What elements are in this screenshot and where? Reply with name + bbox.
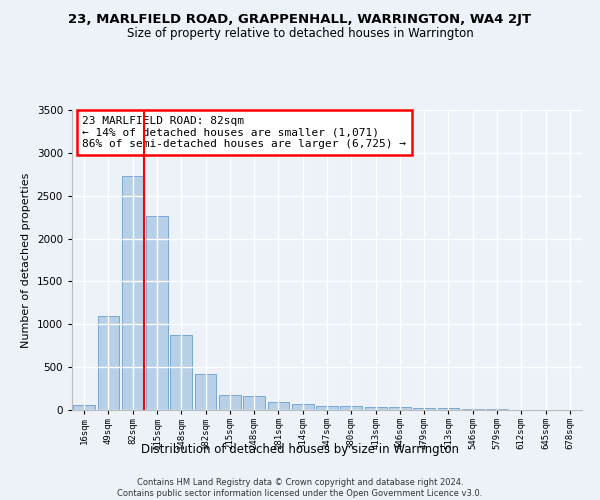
Text: Distribution of detached houses by size in Warrington: Distribution of detached houses by size …	[141, 442, 459, 456]
Bar	[73, 406, 95, 410]
Bar	[462, 409, 484, 410]
Bar	[170, 336, 192, 410]
Bar	[365, 407, 386, 410]
Text: 23 MARLFIELD ROAD: 82sqm
← 14% of detached houses are smaller (1,071)
86% of sem: 23 MARLFIELD ROAD: 82sqm ← 14% of detach…	[82, 116, 406, 149]
Bar	[292, 404, 314, 410]
Text: Size of property relative to detached houses in Warrington: Size of property relative to detached ho…	[127, 28, 473, 40]
Bar	[340, 406, 362, 410]
Bar	[389, 408, 411, 410]
Bar	[194, 374, 217, 410]
Bar	[219, 395, 241, 410]
Bar	[413, 408, 435, 410]
Bar	[437, 408, 460, 410]
Text: 23, MARLFIELD ROAD, GRAPPENHALL, WARRINGTON, WA4 2JT: 23, MARLFIELD ROAD, GRAPPENHALL, WARRING…	[68, 12, 532, 26]
Bar	[97, 316, 119, 410]
Y-axis label: Number of detached properties: Number of detached properties	[21, 172, 31, 348]
Bar	[268, 402, 289, 410]
Bar	[316, 406, 338, 410]
Bar	[146, 216, 168, 410]
Text: Contains HM Land Registry data © Crown copyright and database right 2024.
Contai: Contains HM Land Registry data © Crown c…	[118, 478, 482, 498]
Bar	[243, 396, 265, 410]
Bar	[122, 176, 143, 410]
